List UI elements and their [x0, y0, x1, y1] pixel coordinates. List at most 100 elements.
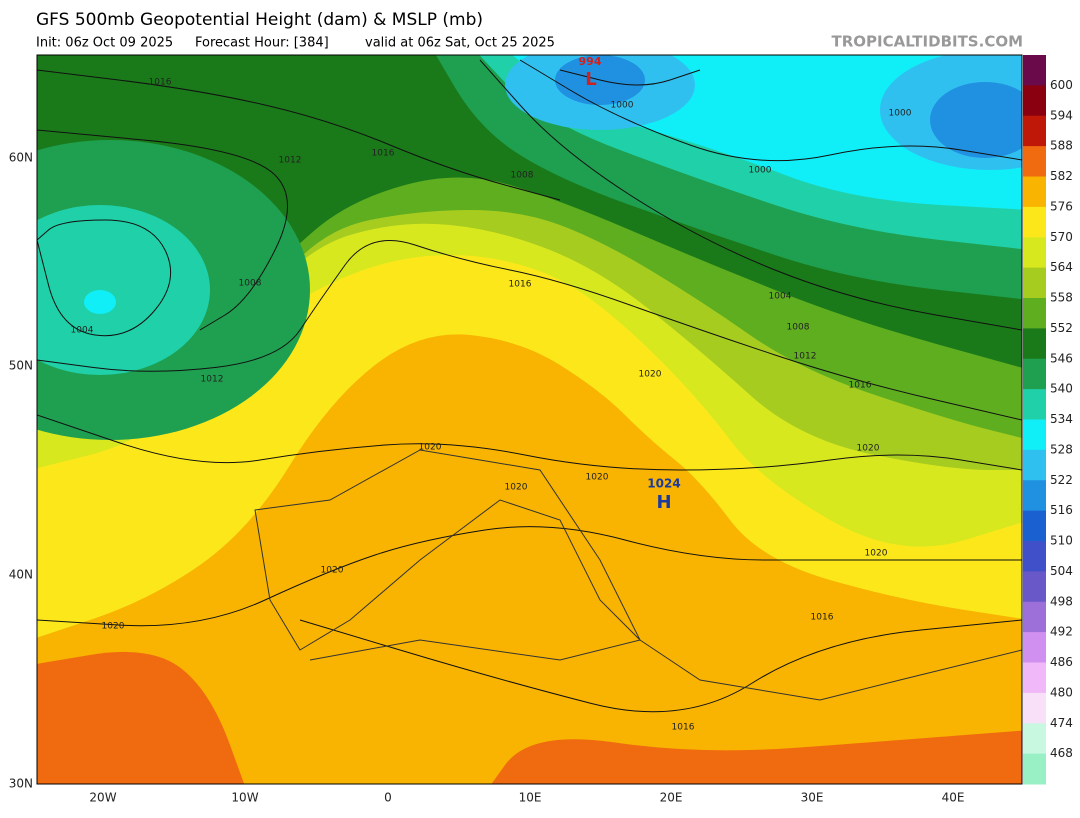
- colorbar-label: 594: [1050, 108, 1073, 122]
- isobar: [37, 526, 1022, 627]
- longitude-label: 40E: [942, 791, 965, 805]
- isobar: [37, 129, 288, 331]
- latitude-label: 50N: [9, 359, 33, 373]
- colorbar-label: 474: [1050, 716, 1073, 730]
- colorbar-swatch: [1023, 480, 1046, 512]
- high-pressure-symbol: H: [656, 492, 671, 513]
- isobar-label: 1012: [279, 156, 302, 166]
- latitude-label: 60N: [9, 151, 33, 165]
- colorbar-swatch: [1023, 692, 1046, 724]
- labels: 1016 1012 1016 1008 1004 1012 1000 1008 1000 1000…: [9, 55, 965, 805]
- isobar-label: 1020: [102, 622, 125, 632]
- isobar-label: 1020: [321, 566, 344, 576]
- height-band: [930, 82, 1022, 158]
- isobar: [37, 219, 172, 337]
- colorbar-label: 582: [1050, 169, 1073, 183]
- colorbar-swatch: [1023, 146, 1046, 177]
- map-frame: [36, 54, 1023, 785]
- colorbar-swatch: [1023, 206, 1046, 238]
- colorbar-swatch: [1023, 176, 1046, 208]
- colorbar-label: 510: [1050, 534, 1073, 548]
- longitude-label: 10E: [519, 791, 542, 805]
- colorbar-swatch: [1023, 389, 1046, 420]
- low-pressure-value: 994: [579, 55, 602, 68]
- init-time: Init: 06z Oct 09 2025: [36, 36, 173, 51]
- high-pressure-value: 1024: [647, 477, 680, 491]
- colorbar-swatch: [1023, 328, 1046, 360]
- isobar-label: 1004: [769, 292, 792, 302]
- isobar-label: 1016: [509, 280, 532, 290]
- isobar-label: 1012: [201, 375, 224, 385]
- colorbar-label: 576: [1050, 199, 1073, 213]
- colorbar-swatch: [1023, 358, 1046, 390]
- colorbar-label: 558: [1050, 291, 1073, 305]
- coastline: [309, 639, 1022, 701]
- colorbar-swatch: [1023, 237, 1046, 269]
- colorbar-swatch: [1023, 753, 1046, 785]
- isobar-label: 1016: [811, 613, 834, 623]
- isobar-label: 1016: [672, 723, 695, 733]
- isobar: [37, 69, 561, 201]
- colorbar-label: 600: [1050, 78, 1073, 92]
- isobar-label: 1016: [849, 381, 872, 391]
- isobar-label: 1020: [639, 370, 662, 380]
- colorbar-label: 570: [1050, 230, 1073, 244]
- colorbar-label: 528: [1050, 442, 1073, 456]
- isobar: [479, 59, 1022, 331]
- isobar-label: 1016: [372, 149, 395, 159]
- isobar: [299, 619, 1022, 713]
- title: GFS 500mb Geopotential Height (dam) & MS…: [36, 10, 483, 30]
- colorbar-label: 468: [1050, 746, 1073, 760]
- colorbar-swatch: [1023, 419, 1046, 451]
- isobar: [37, 414, 1022, 471]
- colorbar-swatch: [1023, 632, 1046, 663]
- isobar-label: 1020: [586, 473, 609, 483]
- height-band: [37, 205, 210, 375]
- colorbar-label: 504: [1050, 564, 1073, 578]
- colorbar-label: 534: [1050, 412, 1073, 426]
- latitude-label: 40N: [9, 568, 33, 582]
- colorbar-label: 516: [1050, 503, 1073, 517]
- isobar-label: 1020: [505, 483, 528, 493]
- colorbar-label: 522: [1050, 473, 1073, 487]
- map-area: [37, 55, 1022, 784]
- colorbar-swatch: [1023, 449, 1046, 481]
- colorbar-label: 588: [1050, 139, 1073, 153]
- colorbar: 600 594 588 582 576 570 564 558 552 546 540 534 528 5…: [1023, 55, 1073, 785]
- isobar: [559, 69, 701, 86]
- colorbar-label: 540: [1050, 382, 1073, 396]
- colorbar-label: 492: [1050, 625, 1073, 639]
- coastline: [254, 449, 641, 651]
- height-band: [84, 290, 116, 314]
- colorbar-swatch: [1023, 267, 1046, 299]
- colorbar-swatch: [1023, 115, 1046, 147]
- isobar-label: 1020: [857, 444, 880, 454]
- colorbar-swatch: [1023, 541, 1046, 572]
- longitude-label: 20E: [660, 791, 683, 805]
- colorbar-swatch: [1023, 601, 1046, 633]
- colorbar-label: 564: [1050, 260, 1073, 274]
- longitude-label: 0: [384, 791, 392, 805]
- valid-time: valid at 06z Sat, Oct 25 2025: [365, 36, 555, 51]
- isobar: [37, 240, 1022, 421]
- isobar-label: 1008: [239, 279, 262, 289]
- latitude-label: 30N: [9, 777, 33, 791]
- isobar-label: 1000: [749, 166, 772, 176]
- low-pressure-symbol: L: [585, 69, 596, 90]
- isobar-label: 1008: [787, 323, 810, 333]
- isobar-label: 1020: [419, 443, 442, 453]
- longitude-label: 20W: [89, 791, 116, 805]
- isobar-label: 1000: [611, 101, 634, 111]
- colorbar-swatch: [1023, 723, 1046, 755]
- colorbar-label: 486: [1050, 655, 1073, 669]
- isobar-label: 1008: [511, 171, 534, 181]
- colorbar-label: 498: [1050, 594, 1073, 608]
- colorbar-swatch: [1023, 662, 1046, 694]
- colorbar-label: 546: [1050, 351, 1073, 365]
- colorbar-label: 480: [1050, 685, 1073, 699]
- colorbar-label: 552: [1050, 321, 1073, 335]
- isobar-label: 1020: [865, 549, 888, 559]
- isobar-label: 1016: [149, 78, 172, 88]
- colorbar-swatch: [1023, 571, 1046, 603]
